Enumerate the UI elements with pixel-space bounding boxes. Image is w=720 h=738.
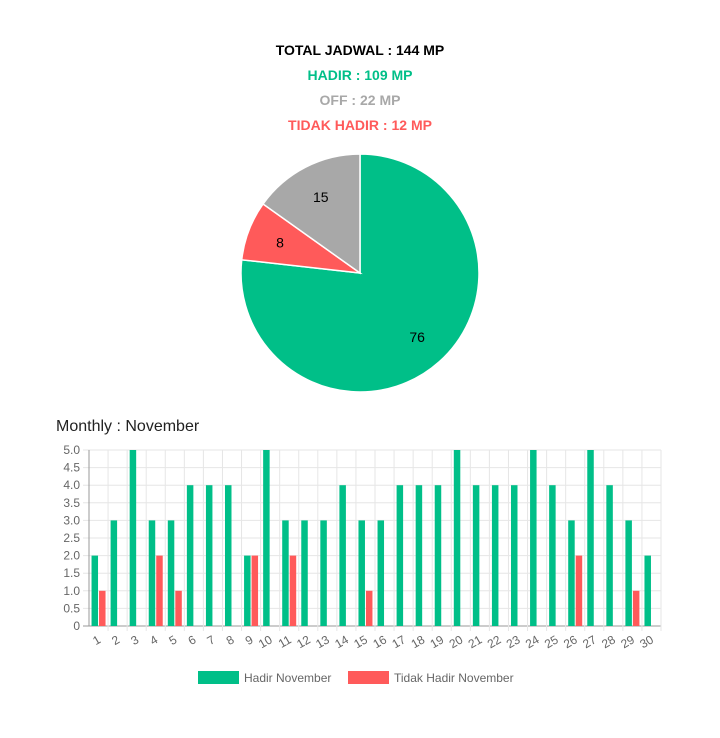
bar-hadir-24 [530, 450, 537, 626]
x-tick-label: 3 [128, 632, 141, 648]
y-tick-label: 1.5 [63, 566, 80, 580]
x-tick-label: 25 [542, 632, 561, 651]
bar-hadir-5 [168, 520, 175, 626]
legend-tidak-hadir-swatch [348, 671, 389, 684]
x-tick-label: 7 [205, 632, 218, 648]
bar-hadir-29 [625, 520, 632, 626]
legend-hadir-swatch [198, 671, 239, 684]
bar-hadir-6 [187, 485, 194, 626]
y-tick-label: 0 [73, 619, 80, 633]
x-tick-label: 18 [409, 632, 428, 651]
y-tick-label: 5.0 [63, 443, 80, 457]
bar-hadir-9 [244, 556, 251, 626]
bar-tidak-hadir-11 [290, 556, 297, 626]
x-tick-label: 6 [186, 632, 199, 648]
bar-hadir-26 [568, 520, 575, 626]
x-tick-label: 4 [147, 632, 160, 648]
monthly-bar-chart: 00.51.01.52.02.53.03.54.04.55.01 2 3 4 5 6 7 8 9… [0, 0, 720, 738]
x-tick-label: 21 [466, 632, 485, 651]
bar-hadir-14 [339, 485, 346, 626]
bar-hadir-13 [320, 520, 327, 626]
y-tick-label: 3.0 [63, 513, 80, 527]
bar-hadir-1 [92, 556, 99, 626]
bar-hadir-3 [130, 450, 137, 626]
x-tick-label: 29 [618, 632, 637, 651]
x-tick-label: 10 [256, 632, 275, 651]
y-tick-label: 1.0 [63, 584, 80, 598]
legend-hadir-label: Hadir November [244, 671, 331, 685]
bar-hadir-4 [149, 520, 156, 626]
bar-hadir-11 [282, 520, 289, 626]
bar-hadir-8 [225, 485, 232, 626]
bar-hadir-10 [263, 450, 270, 626]
y-tick-label: 4.0 [63, 478, 80, 492]
bar-hadir-2 [111, 520, 118, 626]
x-tick-label: 26 [561, 632, 580, 651]
y-tick-label: 3.5 [63, 496, 80, 510]
bar-hadir-20 [454, 450, 461, 626]
x-tick-label: 22 [485, 632, 504, 651]
bar-hadir-22 [492, 485, 499, 626]
bar-tidak-hadir-15 [366, 591, 373, 626]
x-tick-label: 8 [224, 632, 237, 648]
bar-hadir-25 [549, 485, 556, 626]
x-tick-label: 23 [504, 632, 523, 651]
bar-tidak-hadir-26 [576, 556, 583, 626]
x-tick-label: 2 [109, 632, 122, 648]
bar-hadir-19 [435, 485, 442, 626]
x-tick-label: 30 [637, 632, 656, 651]
x-tick-label: 20 [447, 632, 466, 651]
x-tick-label: 12 [294, 632, 313, 651]
bar-hadir-21 [473, 485, 480, 626]
bar-hadir-18 [416, 485, 423, 626]
x-tick-label: 14 [332, 632, 351, 651]
x-tick-label: 9 [243, 632, 256, 648]
x-tick-label: 16 [370, 632, 389, 651]
y-tick-label: 2.5 [63, 531, 80, 545]
bar-hadir-12 [301, 520, 308, 626]
bar-hadir-27 [587, 450, 594, 626]
bar-hadir-15 [358, 520, 365, 626]
bar-hadir-7 [206, 485, 213, 626]
x-tick-label: 17 [390, 632, 409, 651]
y-tick-label: 0.5 [63, 601, 80, 615]
x-tick-label: 19 [428, 632, 447, 651]
y-tick-label: 4.5 [63, 461, 80, 475]
legend-tidak-hadir-label: Tidak Hadir November [394, 671, 514, 685]
bar-tidak-hadir-4 [156, 556, 163, 626]
bar-hadir-17 [397, 485, 404, 626]
x-tick-label: 28 [599, 632, 618, 651]
bar-hadir-30 [644, 556, 651, 626]
x-tick-label: 1 [90, 632, 103, 648]
x-tick-label: 27 [580, 632, 599, 651]
bar-tidak-hadir-5 [175, 591, 182, 626]
bar-hadir-16 [378, 520, 385, 626]
bar-hadir-23 [511, 485, 518, 626]
bar-tidak-hadir-1 [99, 591, 106, 626]
x-tick-label: 15 [351, 632, 370, 651]
x-tick-label: 11 [276, 632, 294, 651]
bar-tidak-hadir-9 [252, 556, 258, 626]
x-tick-label: 5 [167, 632, 180, 648]
bar-hadir-28 [606, 485, 613, 626]
x-tick-label: 24 [523, 632, 542, 651]
y-tick-label: 2.0 [63, 549, 80, 563]
x-tick-label: 13 [313, 632, 332, 651]
bar-tidak-hadir-29 [633, 591, 640, 626]
